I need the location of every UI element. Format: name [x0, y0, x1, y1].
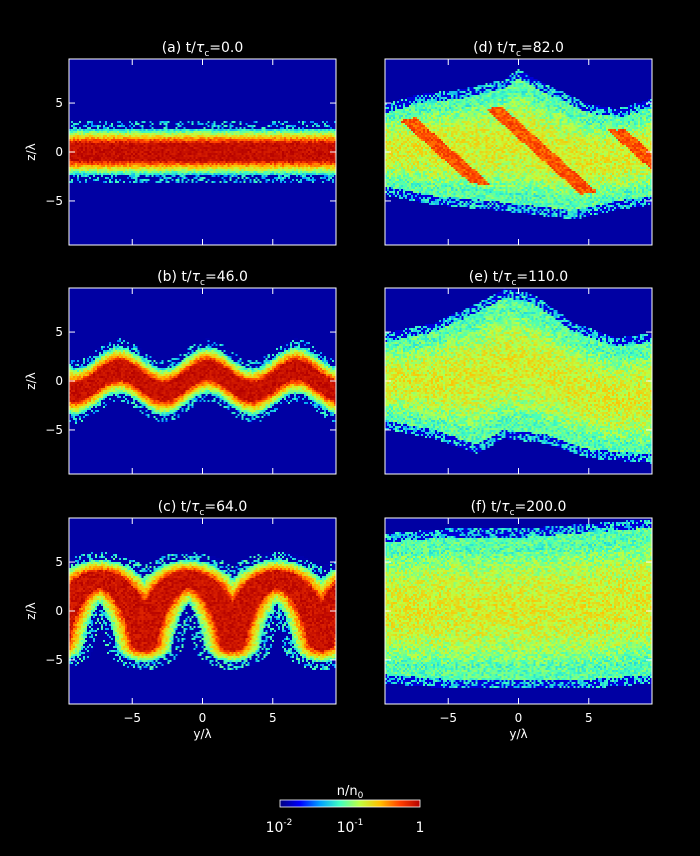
panel-e: (e) t/τc=110.0	[384, 269, 653, 475]
panels: −505(a) t/τc=0.0z/λ−505(b) t/τc=46.0z/λ−…	[24, 40, 653, 741]
density-map	[69, 288, 336, 474]
density-map	[69, 59, 336, 245]
panel-title: (c) t/τc=64.0	[158, 499, 248, 518]
x-tick-label: 0	[199, 711, 207, 725]
density-map	[385, 288, 652, 474]
panel-f: −5 0 5 (f) t/τc=200.0 y/λ	[384, 499, 653, 741]
colorbar-label: n/n0	[337, 784, 364, 801]
panel-c: −5 0 5 −5 0 5 (c) t/τc=64.0 y/λ z/λ	[24, 499, 337, 741]
density-map	[385, 518, 652, 704]
y-tick-label: −5	[45, 653, 63, 667]
panel-title: (a) t/τc=0.0	[162, 40, 244, 59]
y-tick-label: 0	[55, 604, 63, 618]
density-map	[69, 518, 336, 704]
panel-a: −5 0 5 (a) t/τc=0.0 z/λ	[24, 40, 337, 246]
y-axis-label: z/λ	[24, 602, 38, 619]
panel-title: (e) t/τc=110.0	[469, 269, 568, 288]
colorbar: n/n0 10-2 10-1 1	[266, 784, 425, 836]
panel-b: −5 0 5 (b) t/τc=46.0 z/λ	[24, 269, 337, 475]
x-axis-label: y/λ	[193, 727, 211, 741]
panel-title: (f) t/τc=200.0	[471, 499, 567, 518]
density-map	[385, 59, 652, 245]
panel-d: (d) t/τc=82.0	[384, 40, 653, 246]
y-tick-label: −5	[45, 194, 63, 208]
x-tick-label: −5	[123, 711, 141, 725]
y-tick-label: 0	[55, 145, 63, 159]
y-tick-label: 5	[55, 325, 63, 339]
y-tick-label: 5	[55, 555, 63, 569]
y-axis-label: z/λ	[24, 372, 38, 389]
panel-title: (b) t/τc=46.0	[157, 269, 248, 288]
colorbar-tick-label: 10-1	[337, 818, 364, 836]
y-axis-label: z/λ	[24, 143, 38, 160]
x-tick-label: 5	[585, 711, 593, 725]
colorbar-tick-label: 10-2	[266, 818, 293, 836]
y-tick-label: 5	[55, 96, 63, 110]
y-tick-label: 0	[55, 374, 63, 388]
x-tick-label: 5	[269, 711, 277, 725]
x-axis-label: y/λ	[509, 727, 527, 741]
y-tick-label: −5	[45, 423, 63, 437]
colorbar-gradient	[279, 799, 421, 808]
x-tick-label: 0	[515, 711, 523, 725]
x-tick-label: −5	[439, 711, 457, 725]
colorbar-tick-label: 1	[416, 820, 425, 836]
panel-title: (d) t/τc=82.0	[473, 40, 564, 59]
